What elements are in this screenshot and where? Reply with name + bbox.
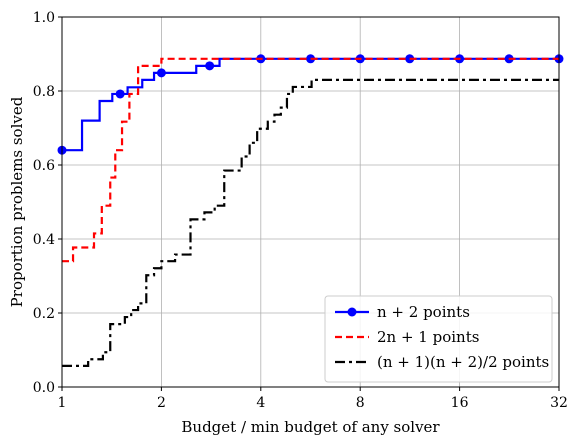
x-tick-label: 2	[157, 395, 166, 411]
x-tick-label: 16	[451, 395, 469, 411]
plot-frame	[61, 16, 560, 388]
y-axis-label: Proportion problems solved	[8, 96, 26, 307]
x-tick-label: 32	[550, 395, 568, 411]
y-tick-label: 0.4	[33, 232, 55, 248]
legend-box	[324, 295, 553, 383]
series-point-n-2-points	[205, 61, 215, 71]
series-layer	[57, 54, 564, 368]
x-tick-label: 8	[356, 395, 365, 411]
series-line-n-1-n-2-2-points	[62, 78, 559, 368]
legend-marker-n-2-points	[347, 307, 357, 317]
series-line-n-2-points	[62, 57, 559, 152]
x-tick-label: 1	[58, 395, 67, 411]
series-point-n-2-points	[156, 68, 166, 78]
y-tick-label: 0.8	[33, 84, 55, 100]
legend-label-n-2-points: n + 2 points	[377, 303, 470, 321]
x-tick-label: 4	[256, 395, 265, 411]
legend-label-n-1-n-2-2-points: (n + 1)(n + 2)/2 points	[377, 353, 549, 371]
y-tick-label: 0.0	[33, 380, 55, 396]
y-tick-label: 0.6	[33, 158, 55, 174]
x-axis-label: Budget / min budget of any solver	[181, 418, 440, 436]
legend: n + 2 points 2n + 1 points (n + 1)(n + 2)/…	[324, 295, 553, 383]
y-tick-label: 1.0	[33, 10, 55, 26]
series-point-n-2-points	[115, 89, 125, 99]
series-line-2n-1-points	[62, 57, 559, 263]
ticks: 1 2 4 8 16 32 0.0 0.2 0.4 0.6 0.8 1.0	[33, 10, 568, 411]
y-tick-label: 0.2	[33, 306, 55, 322]
legend-label-2n-1-points: 2n + 1 points	[377, 328, 479, 346]
series-point-n-2-points	[306, 54, 316, 64]
